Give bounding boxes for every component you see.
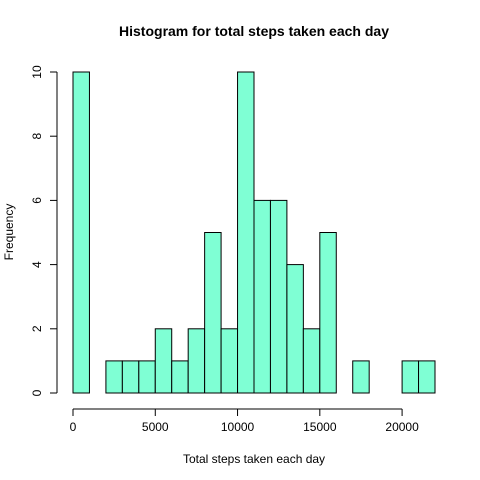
- histogram-bar: [220, 328, 239, 394]
- x-tick-label: 5000: [142, 420, 169, 434]
- histogram-bar: [418, 360, 436, 394]
- x-tick-label: 15000: [303, 420, 337, 434]
- histogram-bar: [352, 360, 370, 394]
- histogram-bar: [269, 199, 288, 394]
- histogram-bar: [204, 232, 222, 394]
- histogram-bar: [319, 232, 337, 394]
- histogram-bar: [154, 328, 173, 394]
- histogram-bar: [105, 360, 123, 394]
- x-tick-label: 20000: [385, 420, 419, 434]
- x-tick-label: 10000: [221, 420, 255, 434]
- histogram-bar: [302, 328, 321, 394]
- histogram-bar: [171, 360, 189, 394]
- y-tick-label: 10: [30, 65, 44, 79]
- y-tick-label: 8: [30, 133, 44, 140]
- y-axis-label: Frequency: [2, 204, 16, 261]
- y-tick-label: 6: [30, 197, 44, 204]
- histogram-bar: [237, 71, 255, 394]
- x-axis-label: Total steps taken each day: [183, 452, 325, 466]
- histogram-bar: [72, 71, 90, 394]
- y-axis: 0 2 4 6 8 10: [30, 65, 58, 396]
- histogram-bar: [253, 199, 271, 394]
- histogram-bar: [401, 360, 420, 394]
- x-tick-label: 0: [70, 420, 77, 434]
- histogram-bar: [138, 360, 156, 394]
- bars-group: [72, 71, 436, 394]
- histogram-bar: [187, 328, 206, 394]
- histogram-bar: [286, 264, 304, 394]
- histogram-bar: [121, 360, 140, 394]
- y-tick-label: 4: [30, 261, 44, 268]
- chart-title: Histogram for total steps taken each day: [119, 23, 389, 39]
- y-tick-label: 0: [30, 389, 44, 396]
- x-axis: 0 5000 10000 15000 20000: [70, 408, 419, 434]
- y-tick-label: 2: [30, 325, 44, 332]
